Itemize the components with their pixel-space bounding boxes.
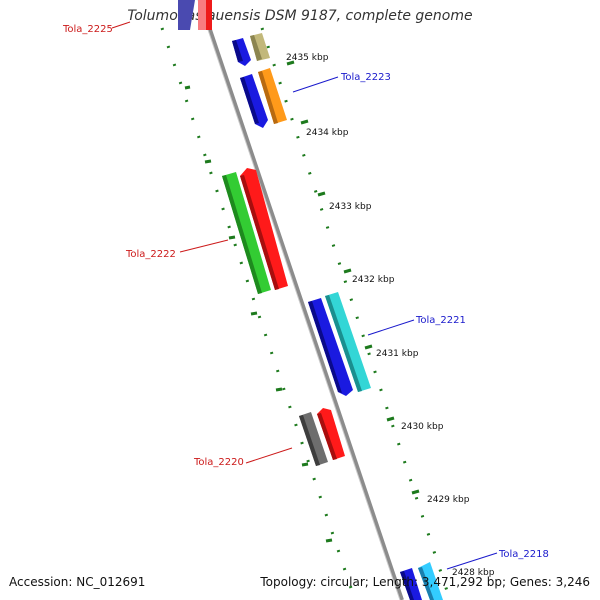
- gene-tola-2225-region[interactable]: [178, 0, 212, 30]
- accession-text: Accession: NC_012691: [9, 575, 146, 589]
- gene-label-tola-2225[interactable]: Tola_2225: [62, 24, 113, 35]
- kbp-label: 2429 kbp: [427, 495, 470, 505]
- gene-label-tola-2220[interactable]: Tola_2220: [193, 457, 244, 468]
- map-title: Tolumonas auensis DSM 9187, complete gen…: [127, 8, 473, 24]
- kbp-label: 2433 kbp: [329, 202, 372, 212]
- gene-label-tola-2222[interactable]: Tola_2222: [125, 249, 176, 260]
- gene-arrow-red-2220[interactable]: [317, 408, 345, 460]
- kbp-label: 2431 kbp: [376, 349, 419, 359]
- kbp-label: 2428 kbp: [452, 568, 495, 578]
- kbp-label: 2434 kbp: [306, 128, 349, 138]
- gene-arrow-blue-2223a[interactable]: [240, 74, 268, 128]
- gene-label-tola-2218[interactable]: Tola_2218: [498, 549, 549, 560]
- major-ticks: [184, 60, 420, 543]
- gene-arrow-blue-2221[interactable]: [308, 298, 353, 396]
- kbp-label: 2435 kbp: [286, 53, 329, 63]
- kbp-label: 2430 kbp: [401, 422, 444, 432]
- gene-arrow-cyan-2221[interactable]: [325, 292, 371, 392]
- kbp-label: 2432 kbp: [352, 275, 395, 285]
- gene-arrow-orange-2223[interactable]: [258, 68, 287, 124]
- gene-label-tola-2221[interactable]: Tola_2221: [415, 315, 466, 326]
- outer-dotted-track: [260, 27, 452, 600]
- gene-arrow[interactable]: [178, 0, 195, 30]
- gene-arrow-gray-2220[interactable]: [299, 412, 328, 466]
- gene-arrow-cyan-2218[interactable]: [418, 562, 443, 600]
- topology-text: Topology: circular; Length: 3,471,292 bp…: [260, 575, 590, 589]
- gene-arrow-blue-small[interactable]: [232, 38, 251, 66]
- genome-backbone: [198, 0, 404, 600]
- gene-arrow-khaki[interactable]: [250, 33, 270, 61]
- gene-arrow-red-2222[interactable]: [240, 168, 288, 290]
- gene-arrow-blue-2218[interactable]: [400, 568, 422, 600]
- gene-label-tola-2223[interactable]: Tola_2223: [340, 72, 391, 83]
- gene-arrow-green-2222[interactable]: [222, 172, 271, 294]
